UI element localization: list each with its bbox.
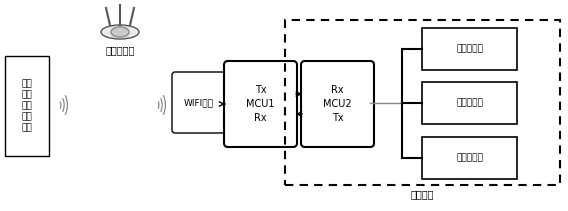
Text: Rx
MCU2
Tx: Rx MCU2 Tx (323, 85, 352, 123)
Bar (422, 137, 517, 179)
Bar (422, 82, 517, 124)
Text: Tx
MCU1
Rx: Tx MCU1 Rx (247, 85, 275, 123)
Text: 移动
控制
终端
控制
界面: 移动 控制 终端 控制 界面 (22, 79, 32, 133)
Text: 上盖传感器: 上盖传感器 (456, 153, 483, 162)
FancyBboxPatch shape (172, 72, 225, 133)
FancyBboxPatch shape (224, 61, 297, 147)
Bar (422, 28, 517, 70)
FancyBboxPatch shape (301, 61, 374, 147)
Bar (5, 56, 49, 156)
Ellipse shape (111, 27, 129, 37)
Text: WIFI模组: WIFI模组 (183, 98, 214, 107)
Text: 智能路由器: 智能路由器 (105, 45, 135, 55)
Bar (285, 20, 560, 185)
Text: 温度传感器: 温度传感器 (456, 45, 483, 54)
Text: 家电产品: 家电产品 (411, 189, 435, 199)
Ellipse shape (101, 25, 139, 39)
Text: 电流传感器: 电流传感器 (456, 99, 483, 107)
